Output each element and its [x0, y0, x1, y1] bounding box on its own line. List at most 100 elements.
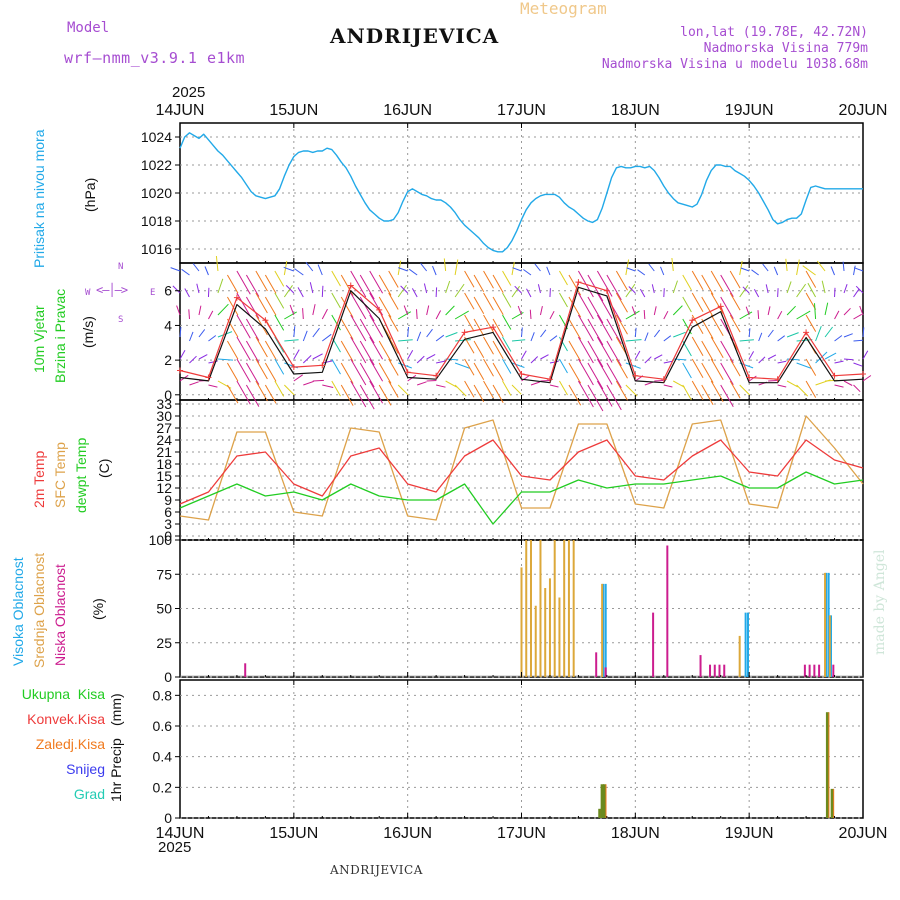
wind-arrow [331, 314, 341, 331]
wind-arrow [388, 358, 399, 376]
y-tick-label: 18 [156, 456, 172, 472]
wind-arrow [777, 335, 785, 342]
wind-arrow [511, 362, 525, 368]
wind-arrow [445, 280, 451, 294]
wind-arrow [369, 270, 384, 294]
wind-arrow [172, 285, 181, 294]
wind-arrow [322, 384, 334, 388]
wind-arrow [378, 296, 392, 318]
wind-arrow [378, 384, 392, 406]
wind-arrow [628, 286, 636, 294]
wind-arrow [748, 351, 755, 360]
wind-arrow [331, 270, 341, 287]
wind-gust-marker [717, 303, 724, 310]
wind-arrow [710, 270, 724, 293]
x-tick-label: 15JUN [269, 825, 318, 842]
wind-arrow [549, 335, 558, 342]
wind-gust-marker [803, 329, 810, 336]
wind-arrow [853, 288, 860, 298]
wind-arrow [436, 360, 446, 364]
wind-arrow [577, 314, 594, 342]
wind-arrow [537, 284, 541, 294]
wind-arrow [606, 274, 622, 301]
wind-arrow [671, 257, 674, 272]
y-tick-label: 15 [156, 468, 172, 484]
legend-total-rain: Ukupna Kisa [21, 686, 105, 702]
wind-arrow [312, 327, 320, 338]
wind-arrow [691, 270, 704, 290]
wind-arrow [796, 384, 809, 397]
wind-arrow [796, 310, 811, 320]
wind-arrow [757, 310, 760, 320]
wind-arrow [634, 350, 641, 360]
wind-arrow [805, 380, 817, 398]
wind-arrow [464, 336, 475, 354]
wind-arrow [189, 331, 194, 342]
wind-arrow [264, 340, 277, 360]
y-tick-label: 100 [149, 532, 173, 548]
wind-arrow [293, 374, 303, 382]
wind-arrow [710, 292, 724, 315]
y-tick-label: 12 [156, 480, 172, 496]
wind-arrow [397, 384, 409, 396]
cloud-unit: (%) [90, 598, 106, 620]
wind-gust-marker [689, 317, 696, 324]
wind-arrow [625, 384, 638, 397]
wind-arrow [359, 274, 375, 300]
wind-arrow [179, 326, 182, 338]
x-tick-label: 20JUN [839, 825, 888, 842]
wind-arrow [331, 380, 341, 397]
y-tick-label: 2 [164, 352, 172, 368]
wind-arrow [208, 384, 218, 388]
wind-arrow [523, 269, 532, 276]
wind-arrow [293, 326, 296, 338]
precip-bar [600, 784, 604, 818]
wind-arrow [663, 335, 672, 342]
wind-arrow [729, 292, 741, 311]
wind-arrow [842, 261, 845, 272]
wind-arrow [192, 263, 200, 272]
wind-arrow [445, 380, 457, 388]
wind-arrow [631, 306, 636, 316]
wind-gust-marker [404, 369, 411, 376]
wind-arrow [198, 354, 208, 360]
y-tick-label: 0.6 [153, 718, 173, 734]
wind-arrow [340, 340, 354, 362]
wind-arrow [701, 362, 714, 383]
wind-arrow [786, 332, 799, 338]
wind-arrow [350, 314, 367, 342]
wind-arrow [682, 274, 692, 291]
y-tick-label: 1016 [141, 241, 172, 257]
wind-arrow [369, 380, 384, 404]
wind-arrow [350, 336, 367, 364]
wind-arrow [701, 340, 714, 361]
wind-arrow [546, 266, 551, 276]
wind-arrow [274, 336, 285, 353]
wind-arrow [512, 267, 522, 272]
x-tick-label: 16JUN [383, 825, 432, 842]
wind-arrow [388, 314, 399, 332]
wind-arrow [653, 329, 661, 338]
x-tick-label: 14JUN [156, 102, 205, 119]
wind-arrow [236, 292, 251, 317]
wind-arrow [606, 340, 622, 367]
wind-arrow [245, 296, 260, 319]
wind-arrow [596, 380, 613, 407]
wind-arrow [464, 270, 475, 288]
wind-arrow [745, 306, 750, 316]
wind-arrow [739, 384, 751, 396]
wind-gust-marker [290, 364, 297, 371]
legend-hail: Grad [73, 786, 105, 802]
wind-arrow [644, 332, 649, 342]
wind-arrow [596, 270, 613, 297]
pressure-line [179, 132, 863, 253]
wind-arrow [245, 318, 260, 341]
wind-arrow [644, 356, 652, 364]
wind-arrow [816, 260, 826, 272]
wind-arrow [568, 384, 582, 406]
wind-arrow [625, 362, 641, 369]
wind-arrow [514, 285, 522, 294]
wind-arrow [834, 310, 840, 320]
wind-arrow [720, 274, 734, 298]
